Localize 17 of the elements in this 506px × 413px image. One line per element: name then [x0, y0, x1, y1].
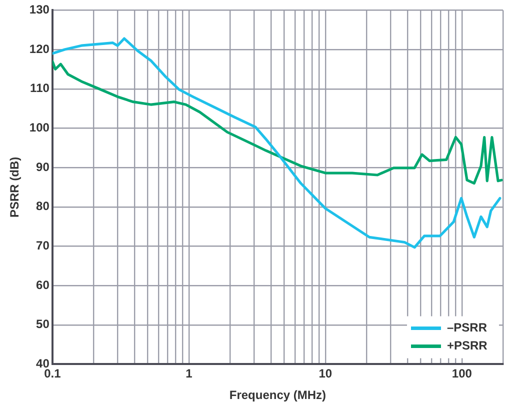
legend-label: +PSRR [447, 338, 488, 353]
x-tick-label: 10 [318, 366, 332, 381]
y-tick-label: 50 [36, 317, 50, 332]
x-tick-label: 1 [186, 366, 193, 381]
y-tick-label: 80 [36, 199, 50, 214]
y-tick-label: 120 [29, 42, 50, 56]
y-tick-label: 100 [29, 120, 50, 135]
x-tick-label: 100 [452, 366, 472, 381]
y-axis-title: PSRR (dB) [8, 156, 22, 218]
x-tick-label: 0.1 [44, 366, 62, 381]
y-tick-label: 90 [36, 160, 50, 174]
y-tick-label: 70 [36, 238, 50, 253]
legend-label: –PSRR [447, 320, 488, 335]
y-tick-label: 130 [29, 2, 50, 17]
x-axis-title: Frequency (MHz) [229, 388, 326, 402]
y-tick-label: 110 [30, 81, 50, 96]
y-tick-label: 60 [36, 278, 50, 292]
